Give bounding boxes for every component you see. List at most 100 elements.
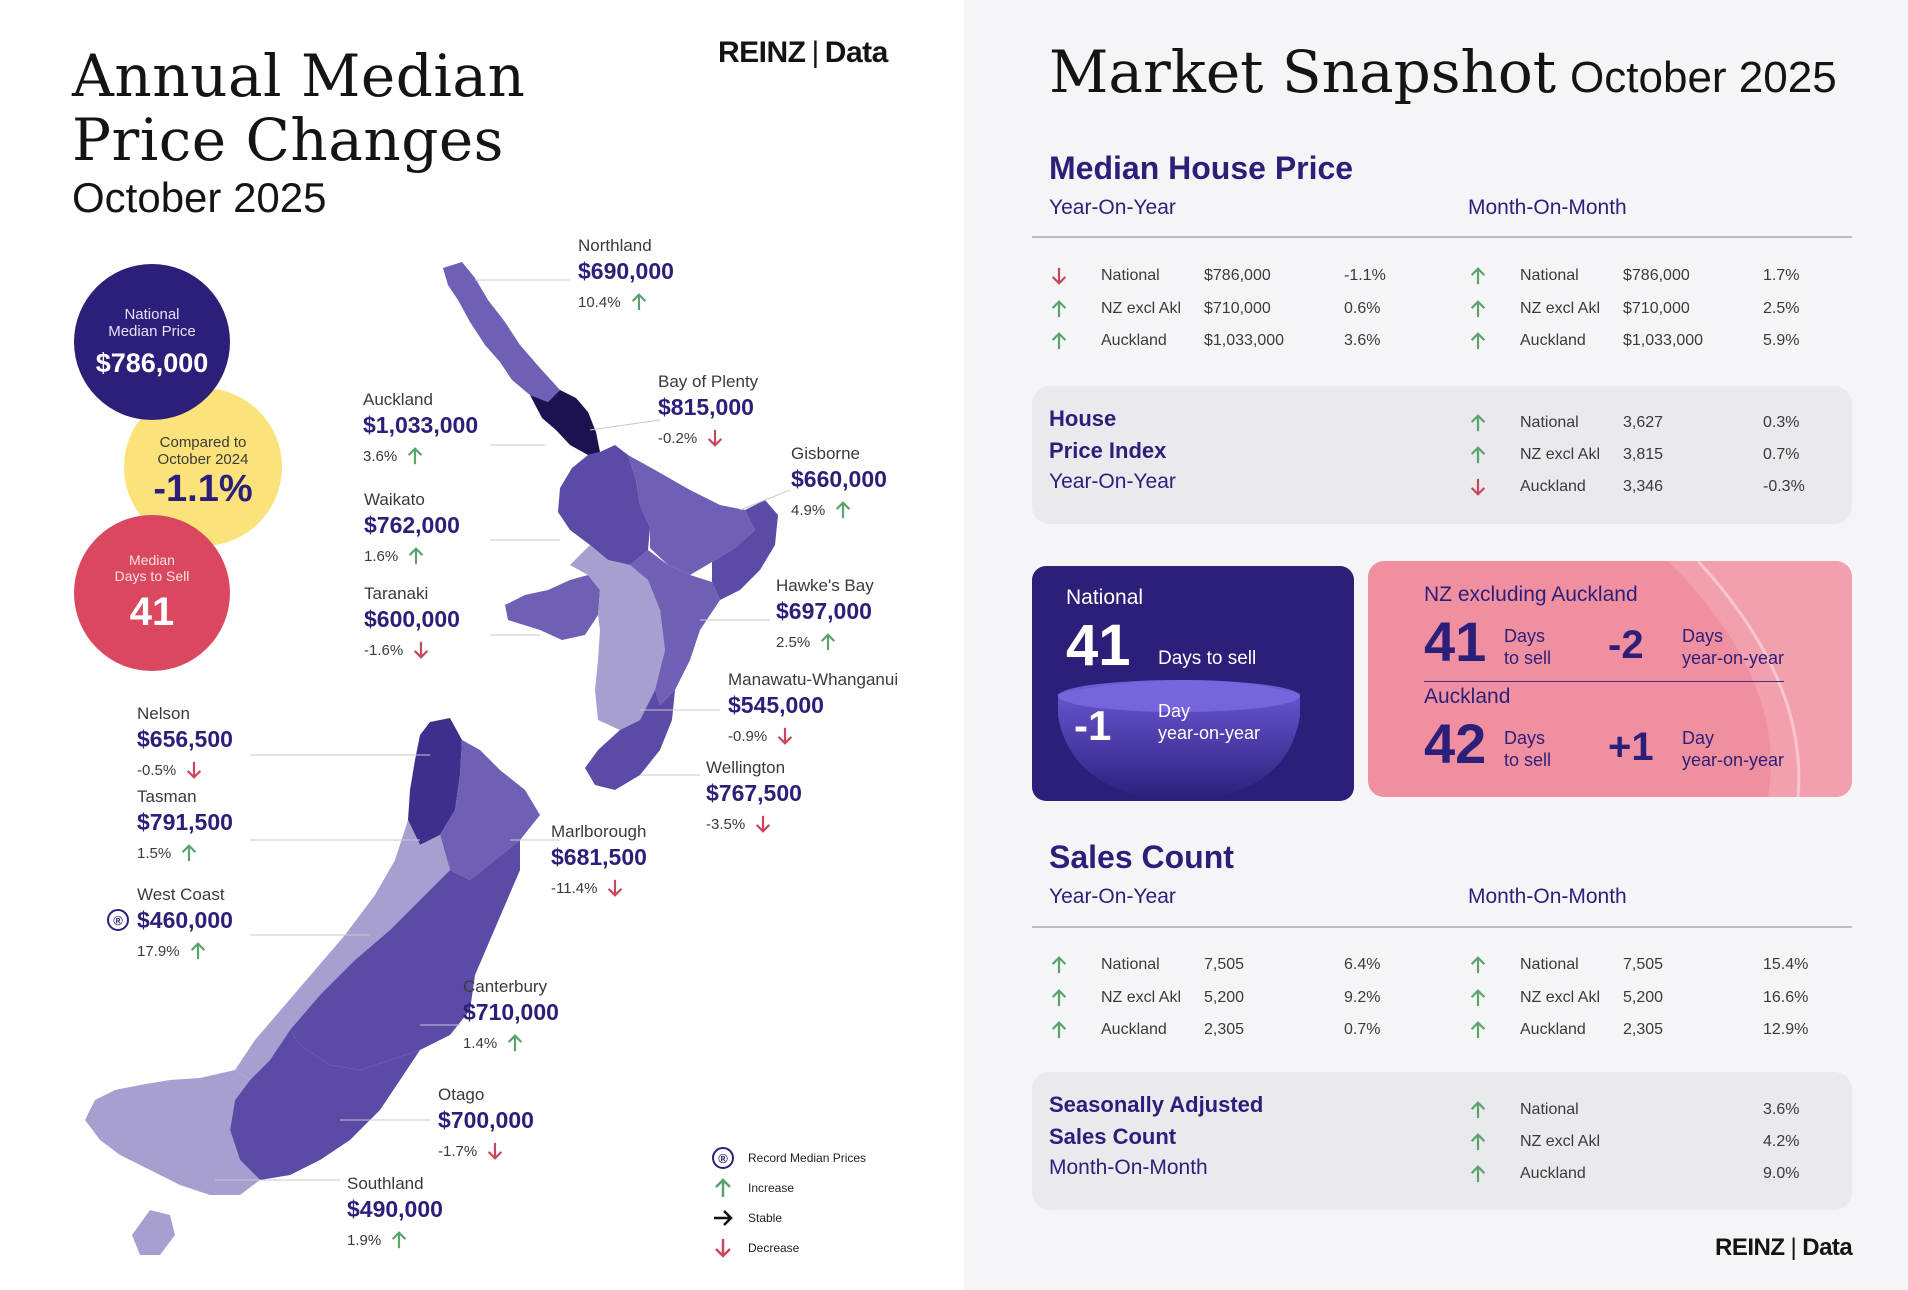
row-value: 3,346: [1623, 478, 1664, 495]
region-label: Southland $490,000 1.9%: [347, 1174, 443, 1251]
hpi-line-3: Year-On-Year: [1049, 470, 1176, 493]
arrow-right-icon: [714, 1210, 733, 1226]
days-national-yoy-label: Day year-on-year: [1158, 700, 1260, 744]
row-change: 3.6%: [1344, 332, 1381, 349]
days-national-label: National: [1066, 586, 1144, 609]
arrow-up-icon: [508, 1034, 523, 1052]
region-name: Nelson: [137, 704, 190, 723]
arrow-down-icon: [778, 727, 793, 745]
arrow-up-icon: [1051, 299, 1067, 317]
legend-record: ® Record Median Prices: [712, 1143, 866, 1173]
compared-label-1: Compared to: [159, 433, 247, 451]
table-row: NZ excl Akl $710,000 0.6%: [1049, 297, 1404, 321]
national-label-2: Median Price: [108, 322, 196, 340]
arrow-up-icon: [1470, 332, 1486, 350]
row-region: NZ excl Akl: [1520, 446, 1601, 463]
row-region: National: [1520, 267, 1579, 284]
region-price: $690,000: [578, 258, 674, 284]
row-change: 0.6%: [1344, 299, 1381, 317]
row-value: 5,200: [1623, 988, 1664, 1006]
region-name: Bay of Plenty: [658, 372, 759, 391]
table-row: NZ excl Akl 5,200 9.2%: [1049, 986, 1404, 1010]
map-auckland: [530, 390, 600, 455]
days-label-1: Median: [129, 551, 175, 568]
nz-days-l1: Days: [1504, 626, 1546, 646]
row-change: 9.0%: [1763, 1165, 1800, 1182]
row-change: 12.9%: [1763, 1021, 1809, 1038]
region-price: $697,000: [776, 598, 872, 624]
region-name: West Coast: [137, 885, 225, 904]
arrow-up-icon: [1470, 956, 1486, 974]
region-change: -0.5%: [137, 759, 233, 781]
arrow-up-icon: [182, 844, 197, 862]
region-name: Hawke's Bay: [776, 576, 874, 595]
sales-count-heading: Sales Count: [1049, 839, 1234, 875]
national-value: $786,000: [95, 347, 209, 378]
row-region: Auckland: [1520, 332, 1586, 349]
region-change-value: 10.4%: [578, 293, 621, 311]
akl-days-l2: to sell: [1504, 750, 1552, 770]
sales-mom-label: Month-On-Month: [1468, 885, 1627, 908]
region-change-value: -1.7%: [438, 1142, 478, 1160]
region-price: $791,500: [137, 809, 233, 835]
days-national-card: National 41 Days to sell -1 Day year-on-…: [1032, 566, 1354, 801]
row-change: 6.4%: [1344, 956, 1381, 973]
panel-title: Annual Median Price Changes: [72, 44, 525, 172]
region-change: 17.9%: [137, 940, 233, 962]
akl-yoy-label: Day year-on-year: [1682, 727, 1784, 771]
region-change: 1.5%: [137, 842, 233, 864]
region-name: Manawatu-Whanganui: [728, 670, 899, 689]
region-price: $700,000: [438, 1107, 534, 1133]
map-southland: [85, 1070, 260, 1195]
region-change: -3.5%: [706, 813, 802, 835]
row-region: National: [1101, 956, 1160, 973]
region-price: $710,000: [463, 999, 559, 1025]
region-change-value: -3.5%: [706, 815, 746, 833]
region-change-value: 1.5%: [137, 844, 172, 862]
arrow-up-icon: [1470, 1101, 1486, 1119]
region-price: $681,500: [551, 844, 647, 870]
table-row: National $786,000 -1.1%: [1049, 264, 1404, 288]
region-label: Gisborne $660,000 4.9%: [791, 444, 887, 521]
arrow-up-icon: [1470, 988, 1486, 1006]
days-regions-card: NZ excluding Auckland 41 Days to sell -2…: [1368, 561, 1852, 797]
arrow-up-icon: [1470, 1133, 1486, 1151]
region-name: Taranaki: [364, 584, 429, 603]
region-label: Manawatu-Whanganui $545,000 -0.9%: [728, 670, 898, 747]
region-change: -1.6%: [364, 639, 460, 661]
arrow-up-icon: [408, 447, 423, 465]
region-name: Gisborne: [791, 444, 860, 463]
map-waikato: [558, 445, 650, 565]
title-line-2: Price Changes: [72, 106, 504, 174]
arrow-down-icon: [488, 1142, 503, 1160]
table-row: Auckland 2,305 12.9%: [1468, 1018, 1823, 1042]
arrow-up-icon: [1470, 267, 1486, 285]
region-name: Waikato: [364, 490, 425, 509]
arrow-up-icon: [715, 1178, 731, 1197]
table-row: National 3,627 0.3%: [1468, 411, 1823, 435]
row-change: 2.5%: [1763, 299, 1800, 317]
arrow-up-icon: [1470, 299, 1486, 317]
hpi-card: House Price Index Year-On-Year: [1032, 386, 1852, 524]
region-price: $660,000: [791, 466, 887, 492]
row-change: 4.2%: [1763, 1133, 1800, 1150]
days-label-2: Days to Sell: [114, 567, 190, 584]
akl-yoy-l2: year-on-year: [1682, 750, 1785, 770]
seasonal-card: Seasonally Adjusted Sales Count Month-On…: [1032, 1072, 1852, 1210]
table-row: Auckland $1,033,000 3.6%: [1049, 329, 1404, 353]
arrow-up-icon: [1470, 1021, 1486, 1039]
snapshot-header: Market Snapshot October 2025: [1049, 38, 1837, 106]
arrow-up-icon: [190, 942, 205, 960]
row-value: $710,000: [1623, 299, 1690, 317]
region-label: Hawke's Bay $697,000 2.5%: [776, 576, 874, 653]
days-value: 41: [129, 589, 175, 634]
arrow-up-icon: [631, 293, 646, 311]
region-name: Southland: [347, 1174, 424, 1193]
days-regions-divider: [1424, 681, 1784, 682]
region-change-value: -0.9%: [728, 727, 768, 745]
arrow-up-icon: [836, 501, 851, 519]
nz-days-label: Days to sell: [1504, 625, 1551, 669]
nz-days-value: 41: [1424, 610, 1487, 673]
row-change: -1.1%: [1344, 267, 1386, 284]
region-price: $545,000: [728, 692, 824, 718]
